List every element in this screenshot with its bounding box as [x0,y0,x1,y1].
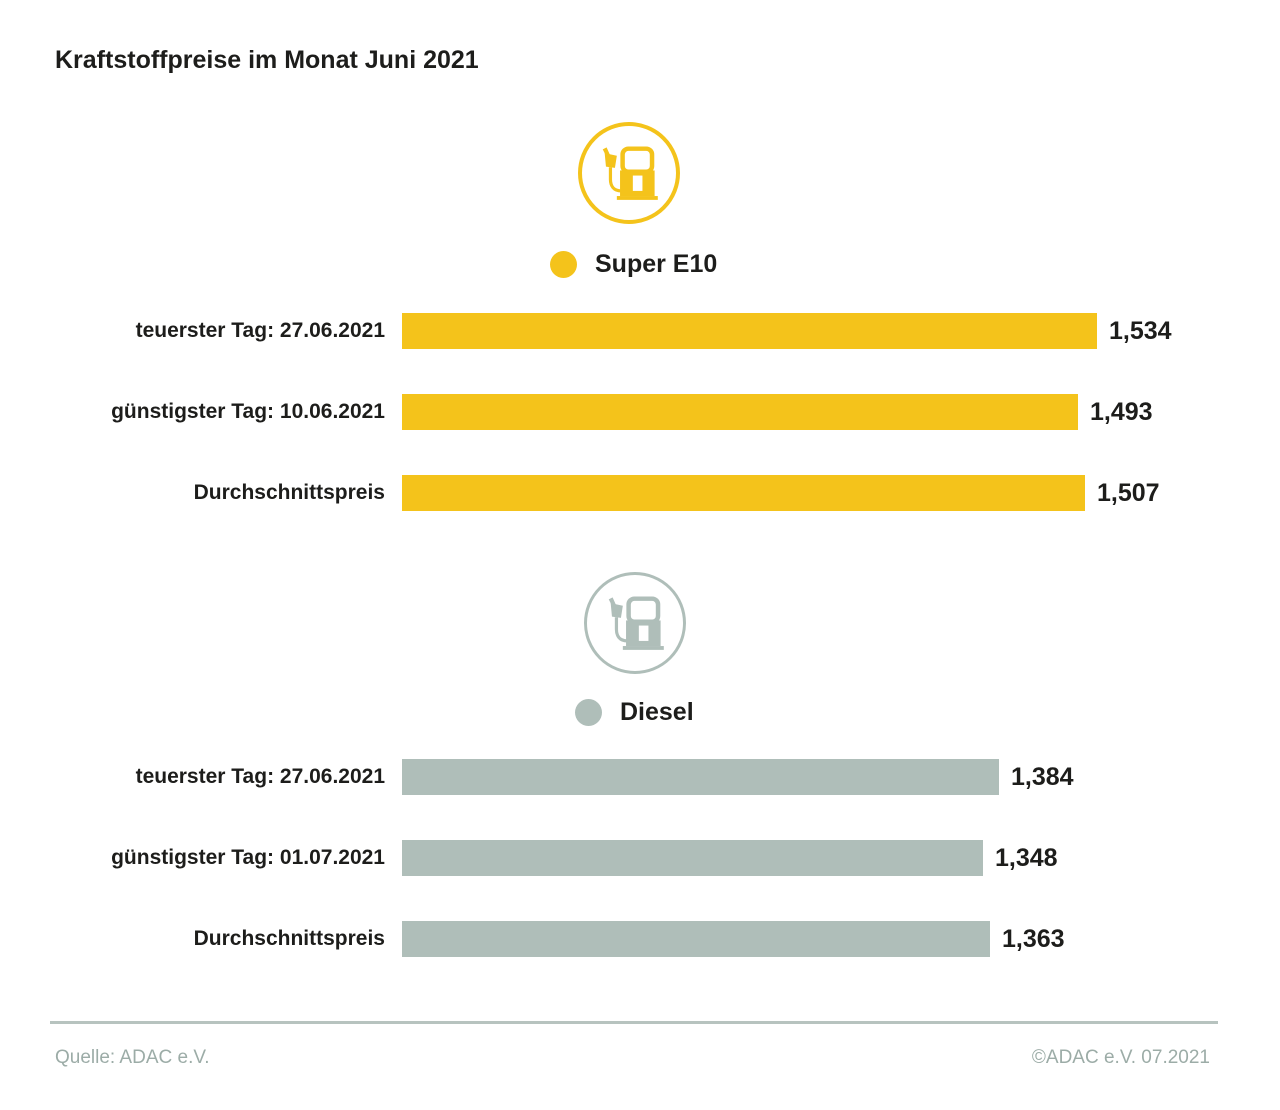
source-note: Quelle: ADAC e.V. [55,1047,210,1068]
bar-row: günstigster Tag: 10.06.2021 1,493 [40,394,1172,430]
bar-super-guenstigster-tag [402,394,1078,430]
bar-diesel-teuerster-tag [402,759,999,795]
bar-value-label: 1,384 [1011,762,1074,791]
legend-label: Diesel [620,697,694,726]
bar-super-teuerster-tag [402,313,1097,349]
bar-value-label: 1,348 [995,843,1058,872]
page-title: Kraftstoffpreise im Monat Juni 2021 [55,46,479,74]
bar-super-durchschnittspreis [402,475,1085,511]
bar-row: teuerster Tag: 27.06.2021 1,534 [40,313,1172,349]
bar-category-label: günstigster Tag: 10.06.2021 [111,400,385,423]
bar-row: günstigster Tag: 01.07.2021 1,348 [40,840,1074,876]
bar-group-diesel: teuerster Tag: 27.06.2021 1,384 günstigs… [40,759,1074,1002]
bar-row: Durchschnittspreis 1,363 [40,921,1074,957]
legend-diesel: Diesel [575,698,694,726]
legend-label: Super E10 [595,249,718,278]
fuel-pump-badge [584,572,686,674]
bar-diesel-durchschnittspreis [402,921,990,957]
bar-row: teuerster Tag: 27.06.2021 1,384 [40,759,1074,795]
legend-dot [550,250,577,278]
bar-group-super-e10: teuerster Tag: 27.06.2021 1,534 günstigs… [40,313,1172,556]
legend-dot [575,698,602,726]
bar-value-label: 1,534 [1109,316,1172,345]
footer-divider [50,1021,1218,1024]
bar-category-label: teuerster Tag: 27.06.2021 [135,765,385,788]
fuel-pump-icon [608,596,664,650]
bar-value-label: 1,507 [1097,478,1160,507]
fuel-pump-badge [578,122,680,224]
fuel-pump-icon [602,146,658,200]
bar-category-label: Durchschnittspreis [193,927,385,950]
bar-value-label: 1,493 [1090,397,1153,426]
copyright-note: ©ADAC e.V. 07.2021 [1031,1047,1210,1068]
legend-super-e10: Super E10 [550,250,717,278]
bar-category-label: teuerster Tag: 27.06.2021 [135,319,385,342]
bar-category-label: günstigster Tag: 01.07.2021 [111,846,385,869]
bar-diesel-guenstigster-tag [402,840,983,876]
bar-row: Durchschnittspreis 1,507 [40,475,1172,511]
bar-category-label: Durchschnittspreis [193,481,385,504]
bar-value-label: 1,363 [1002,924,1065,953]
